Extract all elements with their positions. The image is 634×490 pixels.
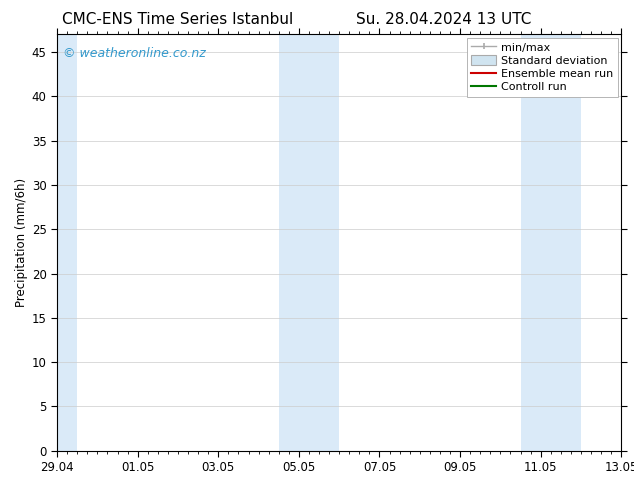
Bar [57,34,77,451]
Text: CMC-ENS Time Series Istanbul: CMC-ENS Time Series Istanbul [62,12,293,27]
Text: Su. 28.04.2024 13 UTC: Su. 28.04.2024 13 UTC [356,12,531,27]
Y-axis label: Precipitation (mm/6h): Precipitation (mm/6h) [15,178,28,307]
Text: © weatheronline.co.nz: © weatheronline.co.nz [63,47,205,60]
Bar [521,34,581,451]
Bar [279,34,339,451]
Legend: min/max, Standard deviation, Ensemble mean run, Controll run: min/max, Standard deviation, Ensemble me… [467,38,618,97]
